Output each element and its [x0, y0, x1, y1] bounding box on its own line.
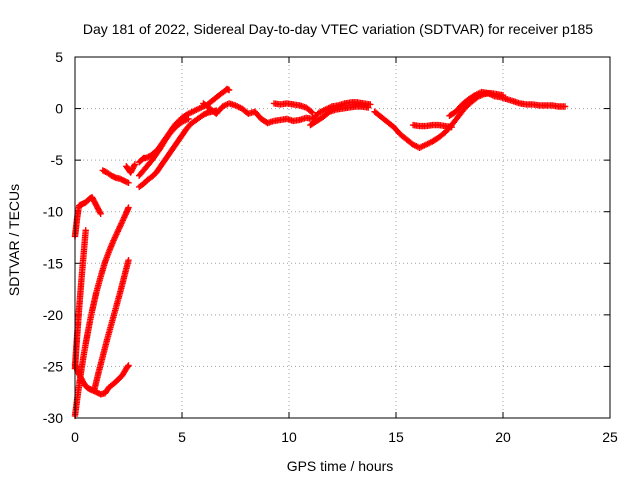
x-tick-label: 0 [71, 429, 79, 445]
data-point [124, 363, 131, 370]
series-track-15 [409, 121, 455, 131]
data-point [97, 210, 104, 217]
series-track-3 [71, 227, 89, 372]
y-tick-label: -20 [43, 307, 63, 323]
y-tick-label: 0 [55, 101, 63, 117]
data-point [309, 109, 316, 116]
data-point [125, 362, 132, 369]
chart-title: Day 181 of 2022, Sidereal Day-to-day VTE… [83, 21, 593, 37]
series-track-11 [200, 99, 374, 127]
y-tick-label: -10 [43, 204, 63, 220]
series-track-4 [71, 361, 132, 398]
data-point [82, 227, 89, 234]
series-track-2 [71, 194, 104, 240]
data-point [131, 161, 139, 168]
data-point [125, 204, 132, 211]
x-tick-label: 25 [602, 429, 618, 445]
data-point [125, 256, 132, 264]
data-point [308, 108, 315, 115]
data-point [448, 123, 455, 131]
series-track-5 [91, 256, 132, 394]
series-track-6 [123, 161, 139, 176]
series-track-13 [307, 103, 372, 129]
y-axis-label: SDTVAR / TECUs [6, 184, 22, 296]
data-point [364, 104, 372, 111]
data-point [561, 103, 569, 110]
series-track-8 [136, 85, 233, 166]
y-tick-label: -25 [43, 358, 63, 374]
data-point [131, 162, 138, 169]
data-point [96, 209, 104, 216]
x-tick-label: 5 [178, 429, 186, 445]
x-axis-label: GPS time / hours [287, 458, 394, 474]
data-points [71, 85, 569, 420]
series-track-10 [136, 115, 192, 179]
data-point [125, 179, 132, 187]
series-track-14 [371, 89, 507, 151]
y-tick-label: -15 [43, 255, 63, 271]
data-point [185, 115, 192, 123]
y-tick-label: -5 [51, 152, 64, 168]
data-point [225, 86, 233, 94]
x-tick-label: 10 [281, 429, 297, 445]
series-track-12 [270, 100, 316, 116]
x-tick-label: 15 [388, 429, 404, 445]
plot-frame [74, 56, 611, 419]
y-tick-label: -30 [43, 410, 63, 426]
y-tick-label: 5 [55, 49, 63, 65]
axis-ticks: 0 5 10 15 20 25 -30 -25 -20 -15 -10 -5 0 5 [43, 49, 618, 445]
x-tick-label: 20 [495, 429, 511, 445]
series-track-1 [71, 204, 132, 420]
series-track-7 [99, 167, 132, 187]
series-track-16 [446, 88, 569, 119]
